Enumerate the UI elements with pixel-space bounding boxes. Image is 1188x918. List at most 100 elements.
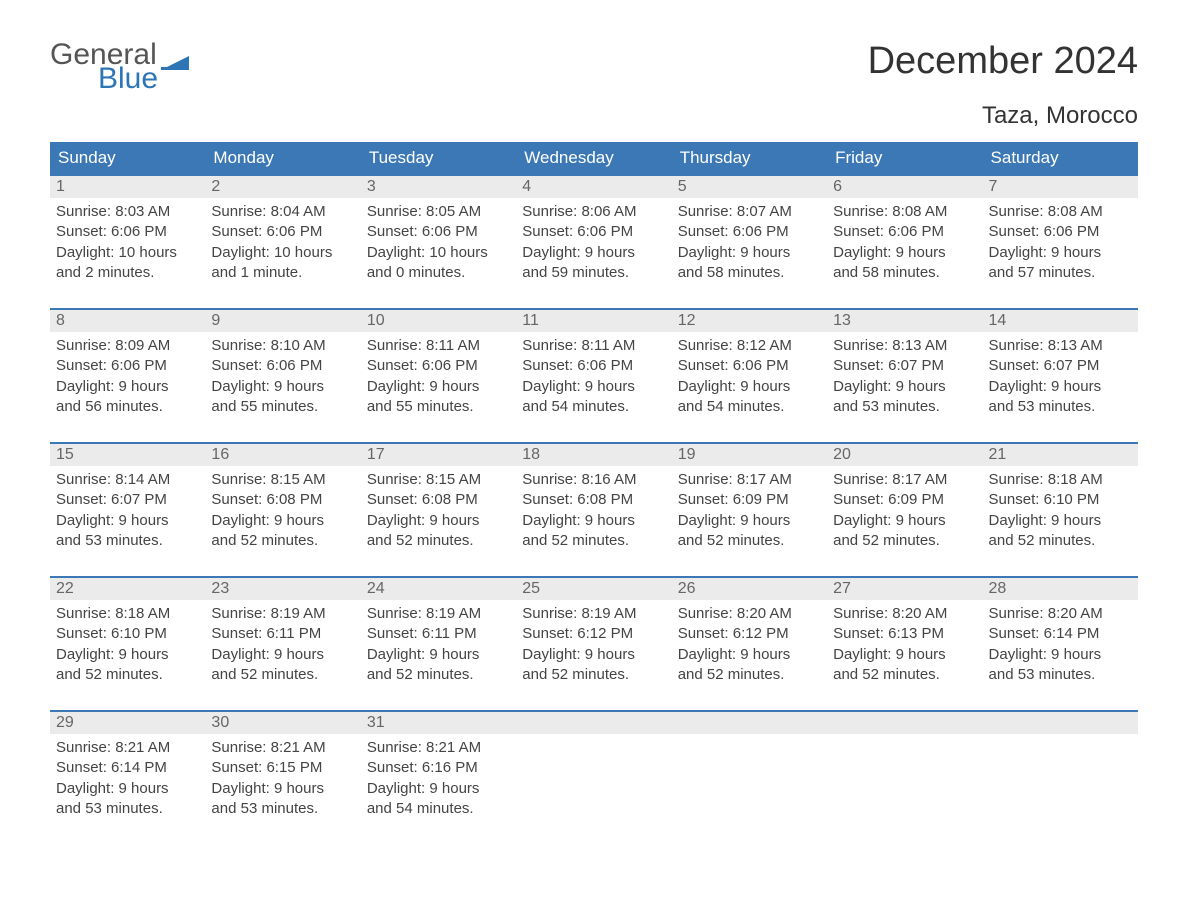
sunrise-text: Sunrise: 8:11 AM [522, 336, 665, 356]
daylight-line2: and 58 minutes. [833, 263, 976, 283]
day-body [516, 734, 671, 748]
daylight-line1: Daylight: 9 hours [56, 645, 199, 665]
day-number: 18 [516, 444, 671, 466]
calendar: SundayMondayTuesdayWednesdayThursdayFrid… [50, 142, 1138, 840]
day-cell: 23Sunrise: 8:19 AMSunset: 6:11 PMDayligh… [205, 578, 360, 706]
day-body: Sunrise: 8:14 AMSunset: 6:07 PMDaylight:… [50, 466, 205, 561]
sunrise-text: Sunrise: 8:13 AM [989, 336, 1132, 356]
sunset-text: Sunset: 6:06 PM [522, 356, 665, 376]
sunrise-text: Sunrise: 8:15 AM [367, 470, 510, 490]
day-number: 20 [827, 444, 982, 466]
sunrise-text: Sunrise: 8:16 AM [522, 470, 665, 490]
day-cell: 24Sunrise: 8:19 AMSunset: 6:11 PMDayligh… [361, 578, 516, 706]
day-body: Sunrise: 8:08 AMSunset: 6:06 PMDaylight:… [983, 198, 1138, 293]
day-number: 31 [361, 712, 516, 734]
day-cell: 17Sunrise: 8:15 AMSunset: 6:08 PMDayligh… [361, 444, 516, 572]
day-header: Tuesday [361, 142, 516, 174]
day-header: Saturday [983, 142, 1138, 174]
daylight-line2: and 53 minutes. [211, 799, 354, 819]
day-number: 24 [361, 578, 516, 600]
day-cell: 20Sunrise: 8:17 AMSunset: 6:09 PMDayligh… [827, 444, 982, 572]
day-number: 2 [205, 176, 360, 198]
day-cell: 21Sunrise: 8:18 AMSunset: 6:10 PMDayligh… [983, 444, 1138, 572]
day-body: Sunrise: 8:12 AMSunset: 6:06 PMDaylight:… [672, 332, 827, 427]
daylight-line2: and 52 minutes. [56, 665, 199, 685]
daylight-line2: and 52 minutes. [522, 665, 665, 685]
daylight-line2: and 53 minutes. [989, 665, 1132, 685]
sunset-text: Sunset: 6:07 PM [833, 356, 976, 376]
day-number [516, 712, 671, 734]
day-body: Sunrise: 8:07 AMSunset: 6:06 PMDaylight:… [672, 198, 827, 293]
day-number: 21 [983, 444, 1138, 466]
day-cell: 15Sunrise: 8:14 AMSunset: 6:07 PMDayligh… [50, 444, 205, 572]
daylight-line1: Daylight: 9 hours [989, 243, 1132, 263]
week-row: 8Sunrise: 8:09 AMSunset: 6:06 PMDaylight… [50, 308, 1138, 438]
daylight-line1: Daylight: 9 hours [522, 377, 665, 397]
day-number [672, 712, 827, 734]
week-row: 29Sunrise: 8:21 AMSunset: 6:14 PMDayligh… [50, 710, 1138, 840]
day-body: Sunrise: 8:16 AMSunset: 6:08 PMDaylight:… [516, 466, 671, 561]
daylight-line1: Daylight: 9 hours [989, 645, 1132, 665]
daylight-line2: and 52 minutes. [678, 531, 821, 551]
daylight-line2: and 1 minute. [211, 263, 354, 283]
day-body: Sunrise: 8:04 AMSunset: 6:06 PMDaylight:… [205, 198, 360, 293]
daylight-line2: and 53 minutes. [833, 397, 976, 417]
daylight-line2: and 52 minutes. [367, 665, 510, 685]
sunrise-text: Sunrise: 8:20 AM [833, 604, 976, 624]
sunset-text: Sunset: 6:13 PM [833, 624, 976, 644]
daylight-line2: and 52 minutes. [833, 665, 976, 685]
sunset-text: Sunset: 6:14 PM [989, 624, 1132, 644]
sunset-text: Sunset: 6:06 PM [989, 222, 1132, 242]
day-number: 17 [361, 444, 516, 466]
day-number: 19 [672, 444, 827, 466]
sunrise-text: Sunrise: 8:06 AM [522, 202, 665, 222]
day-cell: 26Sunrise: 8:20 AMSunset: 6:12 PMDayligh… [672, 578, 827, 706]
sunset-text: Sunset: 6:08 PM [522, 490, 665, 510]
day-cell: 29Sunrise: 8:21 AMSunset: 6:14 PMDayligh… [50, 712, 205, 840]
daylight-line1: Daylight: 9 hours [678, 377, 821, 397]
daylight-line2: and 55 minutes. [211, 397, 354, 417]
daylight-line1: Daylight: 9 hours [833, 645, 976, 665]
daylight-line1: Daylight: 9 hours [522, 645, 665, 665]
daylight-line1: Daylight: 9 hours [989, 377, 1132, 397]
daylight-line1: Daylight: 9 hours [367, 511, 510, 531]
day-cell: 2Sunrise: 8:04 AMSunset: 6:06 PMDaylight… [205, 176, 360, 304]
sunset-text: Sunset: 6:06 PM [678, 222, 821, 242]
day-cell: 5Sunrise: 8:07 AMSunset: 6:06 PMDaylight… [672, 176, 827, 304]
daylight-line2: and 52 minutes. [211, 531, 354, 551]
sunrise-text: Sunrise: 8:18 AM [56, 604, 199, 624]
sunrise-text: Sunrise: 8:19 AM [367, 604, 510, 624]
sunset-text: Sunset: 6:16 PM [367, 758, 510, 778]
daylight-line1: Daylight: 9 hours [367, 645, 510, 665]
daylight-line2: and 54 minutes. [522, 397, 665, 417]
day-number: 28 [983, 578, 1138, 600]
daylight-line2: and 58 minutes. [678, 263, 821, 283]
day-header: Monday [205, 142, 360, 174]
day-cell: 22Sunrise: 8:18 AMSunset: 6:10 PMDayligh… [50, 578, 205, 706]
sunset-text: Sunset: 6:06 PM [833, 222, 976, 242]
day-body: Sunrise: 8:19 AMSunset: 6:11 PMDaylight:… [361, 600, 516, 695]
sunset-text: Sunset: 6:10 PM [56, 624, 199, 644]
day-number: 29 [50, 712, 205, 734]
sunset-text: Sunset: 6:06 PM [367, 222, 510, 242]
day-body: Sunrise: 8:08 AMSunset: 6:06 PMDaylight:… [827, 198, 982, 293]
sunset-text: Sunset: 6:06 PM [678, 356, 821, 376]
sunrise-text: Sunrise: 8:19 AM [211, 604, 354, 624]
sunrise-text: Sunrise: 8:20 AM [678, 604, 821, 624]
day-number: 7 [983, 176, 1138, 198]
sunset-text: Sunset: 6:10 PM [989, 490, 1132, 510]
daylight-line2: and 2 minutes. [56, 263, 199, 283]
day-number: 16 [205, 444, 360, 466]
day-number: 15 [50, 444, 205, 466]
header: General Blue December 2024 [50, 40, 1138, 94]
day-cell: 7Sunrise: 8:08 AMSunset: 6:06 PMDaylight… [983, 176, 1138, 304]
day-number: 30 [205, 712, 360, 734]
day-number: 27 [827, 578, 982, 600]
day-number: 6 [827, 176, 982, 198]
sunrise-text: Sunrise: 8:18 AM [989, 470, 1132, 490]
sunset-text: Sunset: 6:09 PM [678, 490, 821, 510]
daylight-line1: Daylight: 9 hours [833, 377, 976, 397]
sunrise-text: Sunrise: 8:15 AM [211, 470, 354, 490]
sunrise-text: Sunrise: 8:07 AM [678, 202, 821, 222]
daylight-line2: and 55 minutes. [367, 397, 510, 417]
